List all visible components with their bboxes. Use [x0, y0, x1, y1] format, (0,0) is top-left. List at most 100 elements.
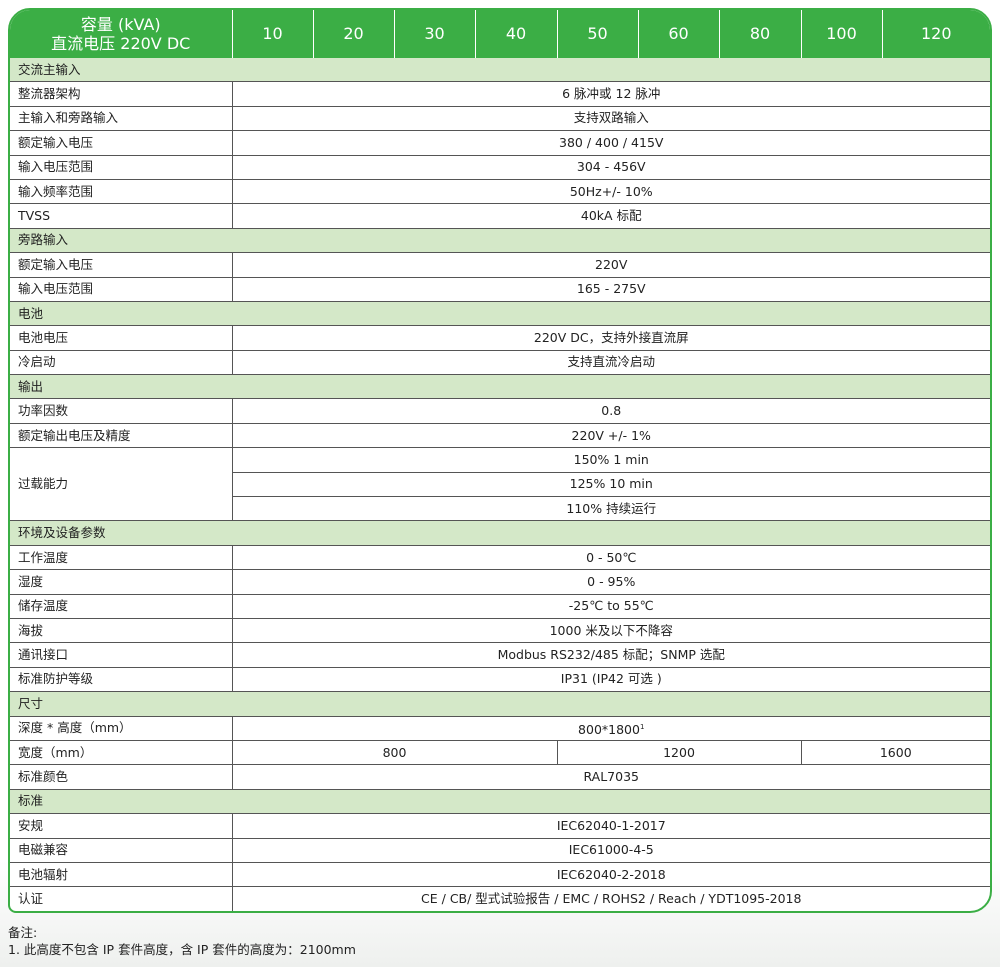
table-row: 额定输入电压 380 / 400 / 415V [10, 130, 990, 156]
row-label: 冷启动 [10, 349, 233, 376]
row-value: 220V +/- 1% [571, 427, 651, 443]
row-value: 165 - 275V [576, 281, 646, 297]
table-row: 安规 IEC62040-1-2017 [10, 813, 990, 839]
row-label: 额定输入电压 [10, 252, 233, 278]
row-label: 输入电压范围 [10, 154, 233, 180]
row-value-cell: 304 - 456V [231, 154, 990, 180]
row-value: -25℃ to 55℃ [568, 598, 654, 614]
table-row: 储存温度 -25℃ to 55℃ [10, 593, 990, 619]
row-label: 整流器架构 [10, 81, 233, 107]
section-title: 电池 [10, 300, 990, 327]
table-row: 110% 持续运行 [10, 496, 990, 522]
row-label: 额定输出电压及精度 [10, 422, 233, 449]
row-label: 储存温度 [10, 593, 233, 619]
section-title: 旁路输入 [10, 227, 990, 254]
row-value-cell: CE / CB/ 型式试验报告 / EMC / ROHS2 / Reach / … [231, 886, 990, 911]
row-value: 800 [231, 739, 558, 766]
header-capacity-10: 10 [231, 10, 313, 58]
row-value: 1600 [800, 739, 990, 766]
row-value: RAL7035 [583, 769, 639, 785]
row-value-cell: -25℃ to 55℃ [231, 593, 990, 619]
row-value: 0 - 50℃ [586, 549, 637, 565]
row-label: 工作温度 [10, 544, 233, 571]
row-value: 支持双路输入 [573, 110, 649, 126]
header-capacity-120: 120 [881, 10, 990, 58]
row-value-cell: RAL7035 [231, 764, 990, 790]
table-row: 输入电压范围 165 - 275V [10, 276, 990, 302]
row-label: 安规 [10, 813, 233, 839]
row-value: IEC62040-2-2018 [556, 866, 666, 882]
section-header-row: 旁路输入 [10, 227, 990, 254]
row-label: 湿度 [10, 569, 233, 595]
row-value: 800*1800 [578, 721, 640, 737]
row-label: 电磁兼容 [10, 837, 233, 863]
header-capacity-30: 30 [393, 10, 475, 58]
table-row: 海拔 1000 米及以下不降容 [10, 617, 990, 644]
header-capacity-20: 20 [312, 10, 394, 58]
header-title-line2: 直流电压 220V DC [51, 34, 191, 53]
row-value: 150% 1 min [231, 447, 990, 473]
table-row: TVSS 40kA 标配 [10, 203, 990, 229]
row-label: 输入频率范围 [10, 178, 233, 205]
row-value: 0.8 [601, 403, 622, 419]
row-label: 功率因数 [10, 398, 233, 424]
table-row: 过载能力 150% 1 min [10, 447, 990, 522]
footnote-marker: 1 [639, 722, 645, 731]
section-header-row: 尺寸 [10, 691, 990, 717]
row-value: 220V [595, 256, 628, 272]
spec-table-body: 交流主输入 整流器架构 6 脉冲或 12 脉冲主输入和旁路输入 支持双路输入额定输入电… [10, 58, 990, 911]
row-label: 电池电压 [10, 325, 233, 351]
row-value-cell: 0.8 [231, 398, 990, 424]
row-value: 1200 [556, 739, 802, 766]
spec-table: 容量 (kVA) 直流电压 220V DC 10 20 30 40 50 60 80 100 12… [10, 10, 990, 911]
row-value: Modbus RS232/485 标配；SNMP 选配 [497, 647, 725, 663]
row-value-cell: 220V DC，支持外接直流屏 [231, 325, 990, 351]
row-label: 深度 * 高度（mm） [10, 715, 233, 741]
row-label: 宽度（mm） [10, 739, 233, 766]
section-header-row: 电池 [10, 300, 990, 327]
row-value: 0 - 95% [587, 573, 636, 589]
row-label: 输入电压范围 [10, 276, 233, 302]
row-label: TVSS [10, 203, 233, 229]
row-value-cell: 50Hz+/- 10% [231, 178, 990, 205]
section-header-row: 标准 [10, 788, 990, 815]
table-row: 功率因数 0.8 [10, 398, 990, 424]
table-row: 宽度（mm） 800 1200 1600 [10, 739, 990, 766]
row-value-cell: Modbus RS232/485 标配；SNMP 选配 [231, 642, 990, 668]
row-value: 125% 10 min [232, 471, 990, 498]
table-row: 湿度 0 - 95% [10, 569, 990, 595]
header-row: 容量 (kVA) 直流电压 220V DC 10 20 30 40 50 60 80 100 12… [10, 10, 990, 58]
table-row: 125% 10 min [10, 471, 990, 498]
table-row: 输入电压范围 304 - 456V [10, 154, 990, 180]
section-header-row: 环境及设备参数 [10, 520, 990, 546]
header-capacity-100: 100 [800, 10, 882, 58]
row-value: 支持直流冷启动 [567, 354, 655, 370]
header-capacity-50: 50 [556, 10, 638, 58]
table-row: 电磁兼容 IEC61000-4-5 [10, 837, 990, 863]
section-title: 输出 [10, 374, 990, 400]
row-value-cell: 0 - 95% [231, 569, 990, 595]
header-capacity-60: 60 [637, 10, 719, 58]
header-capacity-40: 40 [474, 10, 557, 58]
notes-title: 备注: [8, 925, 38, 940]
row-label: 额定输入电压 [10, 130, 233, 156]
row-value: 6 脉冲或 12 脉冲 [562, 86, 661, 102]
section-title: 环境及设备参数 [10, 520, 990, 546]
table-row: 输入频率范围 50Hz+/- 10% [10, 178, 990, 205]
row-label: 海拔 [10, 617, 233, 644]
section-header-row: 输出 [10, 374, 990, 400]
row-value-cell: 165 - 275V [231, 276, 990, 302]
section-title: 交流主输入 [10, 58, 990, 83]
table-row: 深度 * 高度（mm） 800*18001 [10, 715, 990, 741]
header-capacity-80: 80 [718, 10, 801, 58]
row-label: 主输入和旁路输入 [10, 105, 233, 132]
row-value: IEC61000-4-5 [568, 842, 654, 858]
notes: 备注: 1. 此高度不包含 IP 套件高度，含 IP 套件的高度为：2100mm [8, 924, 356, 958]
row-value-cell: IEC61000-4-5 [231, 837, 990, 863]
row-value: 50Hz+/- 10% [569, 183, 653, 199]
row-value: 304 - 456V [576, 159, 646, 175]
row-value-cell: 220V +/- 1% [231, 422, 990, 449]
table-row: 工作温度 0 - 50℃ [10, 544, 990, 571]
row-value-cell: IEC62040-2-2018 [231, 861, 990, 888]
row-value-cell: 支持直流冷启动 [231, 349, 990, 376]
